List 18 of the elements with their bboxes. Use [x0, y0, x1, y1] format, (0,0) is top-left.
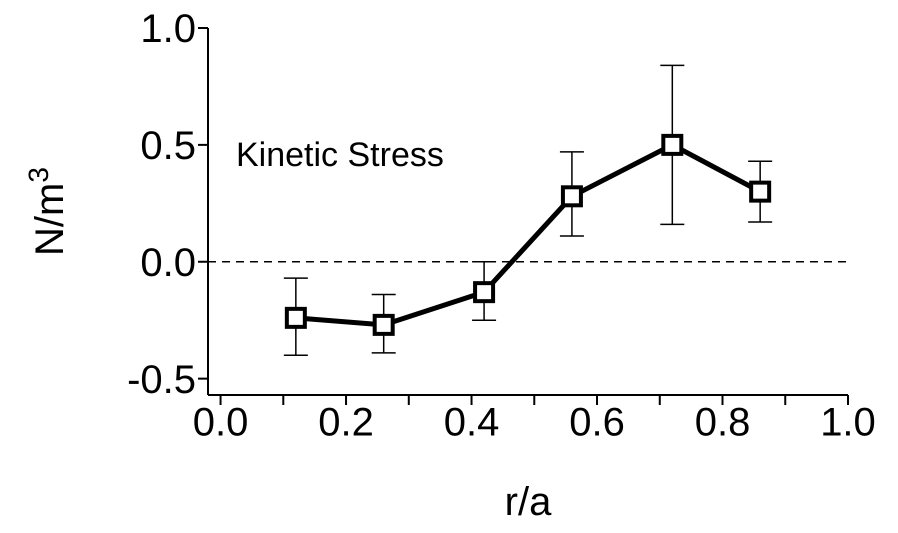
- y-tick-label: 1.0: [140, 7, 196, 52]
- x-tick-label: 0.8: [694, 400, 750, 444]
- point: [284, 306, 307, 329]
- y-tick-label: 0.5: [140, 124, 196, 168]
- x-tick-label: 0.0: [192, 400, 248, 444]
- point: [560, 185, 583, 208]
- annotation: Kinetic Stress: [236, 136, 444, 175]
- point: [661, 134, 684, 156]
- point: [372, 314, 395, 336]
- x-axis-title: r/a: [504, 480, 552, 524]
- x-tick-label: 0.2: [318, 400, 374, 444]
- x-tick-label: 1.0: [820, 400, 876, 444]
- x-tick-label: 0.4: [444, 400, 500, 444]
- point: [473, 281, 496, 304]
- point: [749, 180, 772, 203]
- x-tick-label: 0.6: [569, 400, 625, 444]
- y-tick-label: -0.5: [127, 358, 196, 402]
- y-tick-label: 0.0: [140, 240, 196, 285]
